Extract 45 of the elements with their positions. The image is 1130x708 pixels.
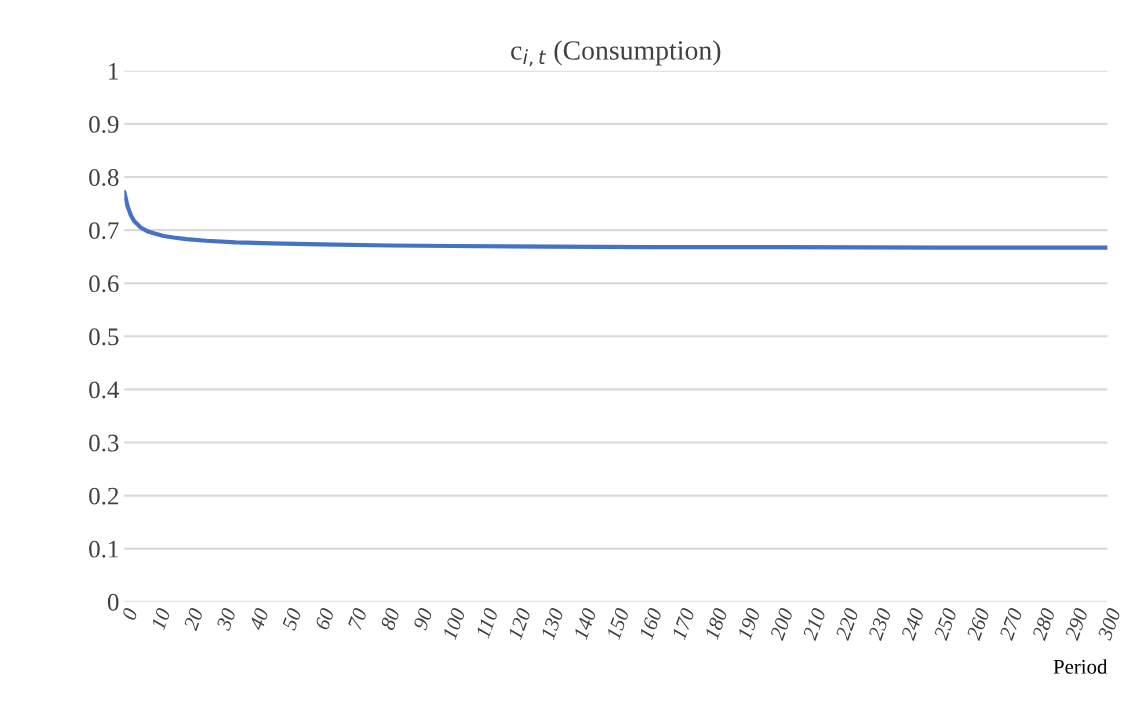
y-tick-label: 0.8 xyxy=(89,169,119,187)
x-tick-label: 110 xyxy=(475,607,499,639)
x-axis-title: Period xyxy=(1053,659,1108,674)
x-tick-label: 220 xyxy=(835,607,859,642)
y-tick-label: 1 xyxy=(109,62,118,80)
x-tick-label: 250 xyxy=(933,607,958,642)
x-tick-label: 200 xyxy=(769,607,794,642)
y-tick-label: 0.7 xyxy=(89,222,119,240)
x-tick-label: 80 xyxy=(380,607,401,631)
x-tick-label: 280 xyxy=(1031,607,1056,642)
x-tick-label: 170 xyxy=(671,607,696,641)
x-tick-label: 190 xyxy=(737,607,761,641)
x-tick-label: 10 xyxy=(150,607,171,631)
y-tick-label: 0.6 xyxy=(89,275,119,293)
chart-title: c$_{i,t}$ (Consumption) xyxy=(511,40,721,67)
x-tick-label: 300 xyxy=(1097,607,1122,642)
y-tick-label: 0.2 xyxy=(89,487,119,505)
x-tick-label: 100 xyxy=(442,607,466,641)
x-tick-label: 70 xyxy=(347,607,368,631)
y-tick-label: 0.5 xyxy=(89,328,119,346)
y-tick-label: 0.4 xyxy=(89,381,120,399)
x-tick-label: 210 xyxy=(802,607,827,642)
x-tick-label: 20 xyxy=(183,607,204,632)
x-tick-label: 150 xyxy=(605,607,630,641)
x-tick-label: 270 xyxy=(998,607,1023,642)
x-tick-label: 50 xyxy=(281,607,302,631)
x-tick-label: 60 xyxy=(314,607,335,631)
x-tick-label: 290 xyxy=(1064,607,1089,642)
x-tick-label: 130 xyxy=(540,607,564,641)
y-tick-label: 0.3 xyxy=(89,434,119,452)
x-tick-label: 90 xyxy=(412,607,433,631)
x-tick-label: 140 xyxy=(573,607,597,641)
x-tick-label: 40 xyxy=(248,607,270,632)
x-tick-label: 180 xyxy=(704,607,728,641)
line-series xyxy=(124,189,1108,250)
y-tick-label: 0.9 xyxy=(89,115,119,133)
x-tick-label: 230 xyxy=(867,607,892,642)
x-tick-label: 260 xyxy=(966,607,991,642)
y-tick-label: 0 xyxy=(107,593,119,611)
x-tick-label: 240 xyxy=(900,607,925,642)
y-tick-label: 0.1 xyxy=(89,540,118,558)
x-tick-label: 30 xyxy=(216,607,237,632)
x-tick-label: 160 xyxy=(638,607,663,641)
x-tick-label: 120 xyxy=(507,607,532,641)
x-tick-label: 0 xyxy=(121,607,138,621)
